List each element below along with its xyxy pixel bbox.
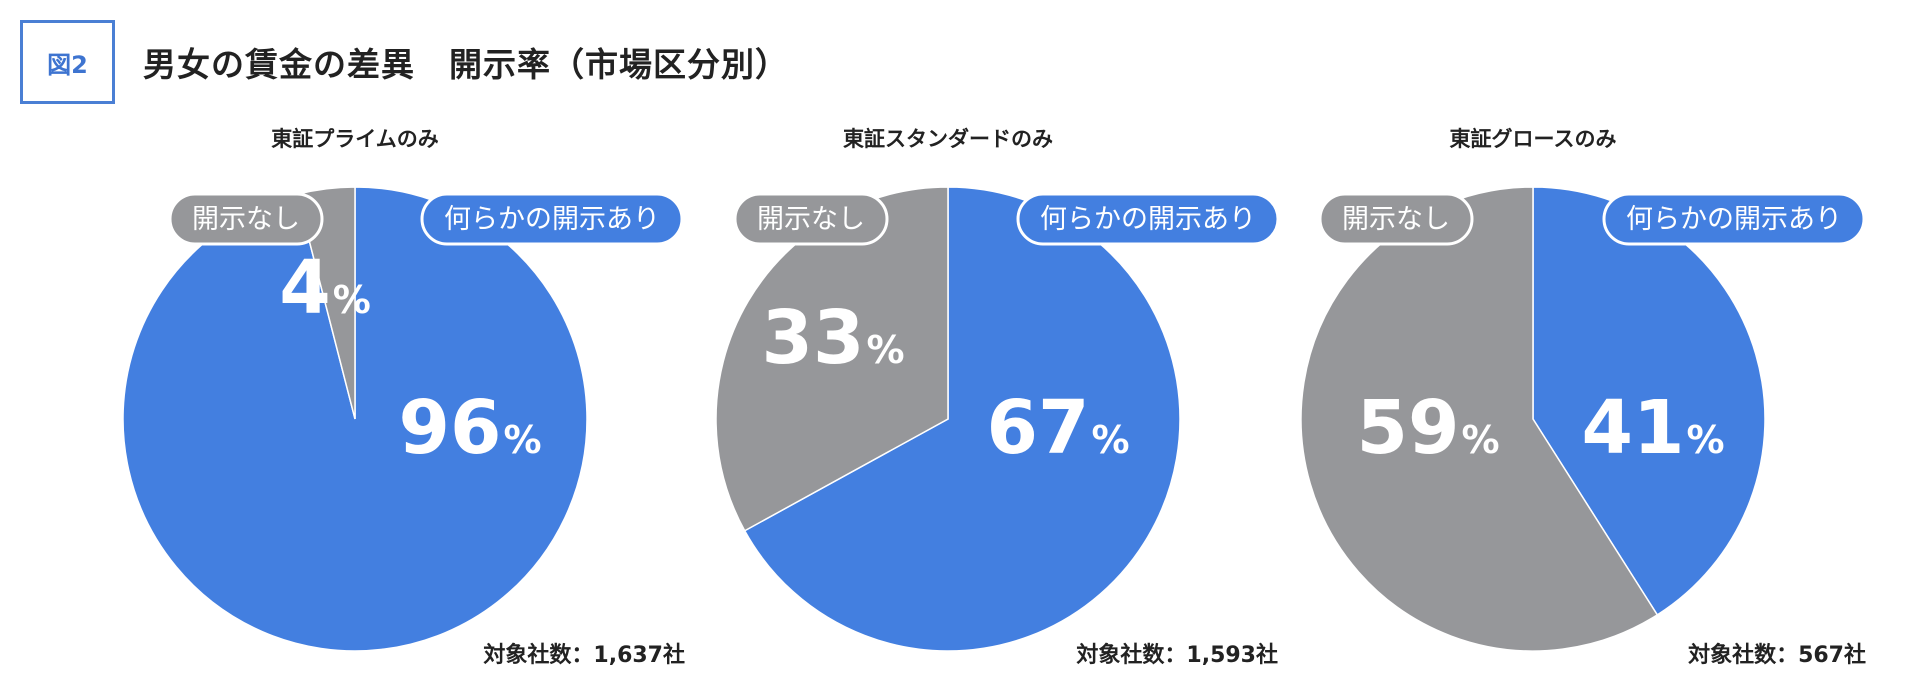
company-count: 対象社数：567社 [1688,642,1866,668]
label-not-disclosed [1318,192,1474,246]
pct-label-disclosed: 41% [1581,385,1724,471]
pie-title: 東証スタンダードのみ [843,127,1053,151]
label-disclosed [1016,192,1280,246]
pct-label-disclosed: 96% [398,385,541,471]
company-count: 対象社数：1,593社 [1076,642,1278,668]
pct-label-not-disclosed: 4% [279,245,371,331]
page-title: 男女の賃金の差異 開示率（市場区分別） [143,45,789,84]
figure-badge: 図2 [20,20,115,104]
figure-badge-label: 図2 [47,50,88,79]
label-not-disclosed-text: 開示なし [192,204,300,235]
label-not-disclosed-text: 開示なし [757,204,865,235]
pie-title: 東証グロースのみ [1450,127,1617,151]
label-disclosed [1602,192,1866,246]
pct-label-not-disclosed: 33% [761,295,904,381]
label-not-disclosed-text: 開示なし [1342,204,1450,235]
label-disclosed-text: 何らかの開示あり [1040,204,1256,235]
label-disclosed-text: 何らかの開示あり [444,204,660,235]
pct-label-disclosed: 67% [986,385,1129,471]
pie-title: 東証プライムのみ [271,127,439,151]
label-disclosed [420,192,684,246]
label-not-disclosed [168,192,324,246]
label-not-disclosed [733,192,889,246]
label-disclosed-text: 何らかの開示あり [1626,204,1842,235]
pct-label-not-disclosed: 59% [1356,385,1499,471]
slice-not-disclosed [715,186,949,532]
company-count: 対象社数：1,637社 [483,642,685,668]
